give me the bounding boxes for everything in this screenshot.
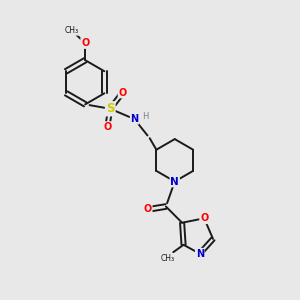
Text: O: O [143,205,152,214]
Text: CH₃: CH₃ [65,26,79,35]
Text: O: O [81,38,89,48]
Text: H: H [142,112,149,121]
Text: S: S [106,102,115,115]
Text: O: O [200,213,208,223]
Text: CH₃: CH₃ [160,254,174,262]
Text: N: N [196,249,204,259]
Text: O: O [103,122,111,132]
Text: N: N [170,176,179,187]
Text: N: N [130,114,139,124]
Text: O: O [118,88,127,98]
